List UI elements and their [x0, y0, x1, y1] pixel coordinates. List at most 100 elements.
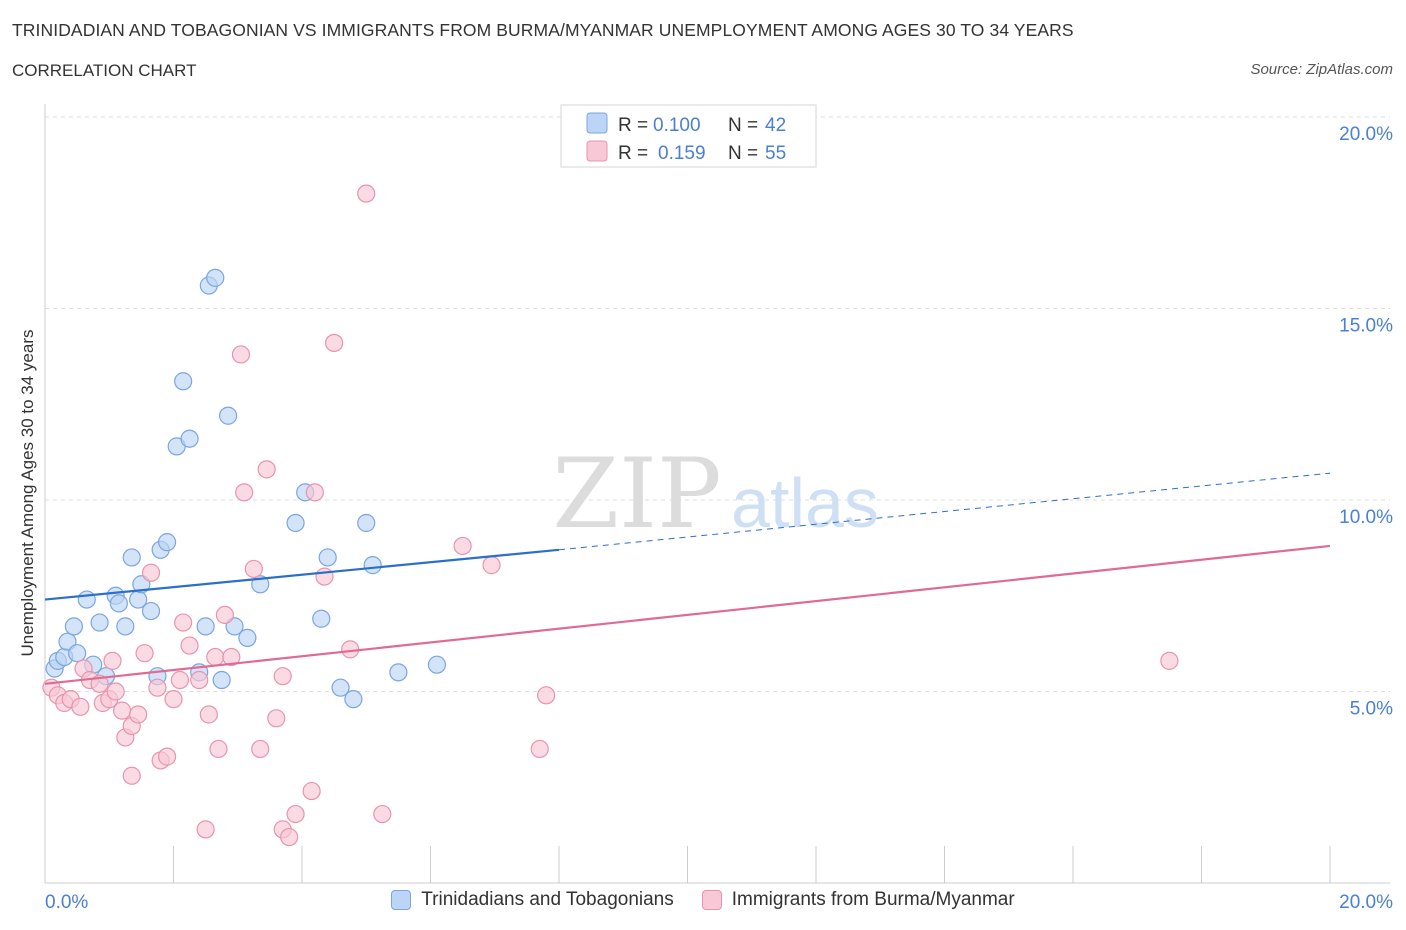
legend-r-value: 0.100: [653, 115, 701, 136]
data-point-burma: [305, 483, 324, 502]
data-point-trinidadian: [389, 663, 408, 682]
data-point-trinidadian: [219, 406, 238, 425]
data-point-burma: [174, 613, 193, 632]
y-tick-label: 20.0%: [1339, 124, 1393, 145]
data-point-burma: [257, 460, 276, 479]
x-tick-labels: 0.0% 20.0%: [45, 892, 1393, 913]
data-point-burma: [129, 705, 148, 724]
y-tick-label: 5.0%: [1350, 699, 1393, 720]
legend-label: Trinidadians and Tobagonians: [421, 889, 674, 910]
data-point-trinidadian: [196, 617, 215, 636]
data-point-trinidadian: [141, 601, 161, 621]
legend-swatch-pink: [701, 890, 722, 910]
data-point-burma: [157, 747, 177, 766]
data-point-burma: [286, 804, 305, 824]
trend-line-trinidadian: [44, 548, 560, 601]
source-credit: Source: ZipAtlas.com: [1250, 61, 1393, 78]
data-point-trinidadian: [157, 533, 177, 552]
data-point-burma: [530, 739, 549, 759]
data-point-burma: [302, 781, 321, 801]
data-point-burma: [222, 647, 241, 667]
legend-item-burma: Immigrants from Burma/Myanmar: [701, 889, 1015, 911]
trend-line-trinidadian-projection: [558, 472, 1331, 551]
data-point-burma: [71, 697, 90, 716]
data-point-burma: [267, 709, 286, 728]
data-point-trinidadian: [286, 513, 305, 533]
data-point-trinidadian: [68, 644, 87, 663]
data-point-burma: [199, 705, 218, 724]
series-burma-points: [42, 184, 1179, 847]
data-point-burma: [164, 690, 183, 709]
data-point-trinidadian: [212, 670, 231, 690]
data-point-burma: [244, 559, 263, 579]
watermark-atlas: atlas: [731, 464, 879, 542]
data-point-burma: [482, 556, 501, 575]
legend-label: Immigrants from Burma/Myanmar: [731, 889, 1015, 910]
data-point-trinidadian: [344, 690, 363, 709]
x-tick-label: 0.0%: [45, 892, 88, 913]
data-point-burma: [180, 636, 199, 655]
data-point-burma: [141, 563, 161, 582]
y-tick-label: 10.0%: [1339, 507, 1393, 528]
watermark: ZIP atlas: [552, 438, 879, 550]
data-point-burma: [103, 651, 122, 670]
y-tick-label: 15.0%: [1339, 316, 1393, 337]
trend-line-burma: [44, 544, 1331, 685]
data-point-burma: [357, 184, 376, 203]
data-point-burma: [112, 701, 132, 720]
data-point-burma: [537, 686, 556, 705]
legend-swatch-blue: [391, 890, 412, 910]
data-point-trinidadian: [318, 548, 337, 567]
data-point-burma: [106, 682, 125, 701]
y-axis-label: Unemployment Among Ages 30 to 34 years: [18, 330, 37, 657]
data-point-burma: [148, 678, 167, 697]
data-point-burma: [1160, 651, 1179, 670]
data-point-burma: [196, 820, 215, 839]
legend-r-label: R =: [618, 115, 648, 136]
grid: [45, 116, 1390, 692]
data-point-trinidadian: [64, 617, 84, 636]
data-point-burma: [235, 483, 254, 502]
data-point-burma: [280, 827, 299, 847]
trend-lines: [44, 472, 1331, 685]
data-point-burma: [215, 605, 234, 625]
legend-r-label: R =: [618, 143, 648, 164]
x-tick-label: 20.0%: [1339, 892, 1393, 913]
data-point-trinidadian: [174, 372, 193, 391]
data-point-burma: [453, 536, 472, 556]
data-point-burma: [90, 674, 109, 693]
data-point-trinidadian: [427, 655, 447, 674]
data-point-burma: [273, 667, 292, 686]
data-point-burma: [206, 647, 225, 667]
y-tick-labels: 5.0% 10.0% 15.0% 20.0%: [1339, 124, 1393, 720]
data-point-burma: [373, 804, 392, 824]
data-point-trinidadian: [357, 513, 376, 533]
data-point-trinidadian: [238, 628, 257, 647]
legend-n-label: N =: [728, 115, 758, 136]
data-point-trinidadian: [331, 678, 350, 697]
data-point-burma: [251, 739, 270, 759]
data-point-trinidadian: [90, 613, 109, 632]
axes: [44, 104, 1390, 884]
legend-swatch-pink: [586, 140, 608, 162]
data-point-trinidadian: [363, 556, 382, 575]
data-point-trinidadian: [206, 268, 225, 287]
legend-swatch-blue: [586, 112, 608, 134]
data-point-burma: [325, 333, 344, 353]
data-point-burma: [135, 644, 154, 663]
legend-n-value: 42: [765, 115, 786, 136]
legend-n-label: N =: [728, 143, 758, 164]
data-point-burma: [190, 670, 209, 690]
series-trinidadians-points: [45, 268, 447, 709]
data-point-trinidadian: [109, 594, 128, 613]
legend-item-trinidadians: Trinidadians and Tobagonians: [391, 889, 674, 911]
data-point-trinidadian: [122, 548, 141, 567]
data-point-burma: [209, 739, 228, 759]
data-point-burma: [122, 766, 141, 785]
top-legend: R = 0.100 N = 42 R = 0.159 N = 55: [560, 104, 817, 168]
legend-n-value: 55: [765, 143, 786, 164]
data-point-trinidadian: [180, 429, 199, 448]
data-point-burma: [170, 670, 190, 690]
bottom-legend: Trinidadians and Tobagonians Immigrants …: [0, 889, 1406, 911]
